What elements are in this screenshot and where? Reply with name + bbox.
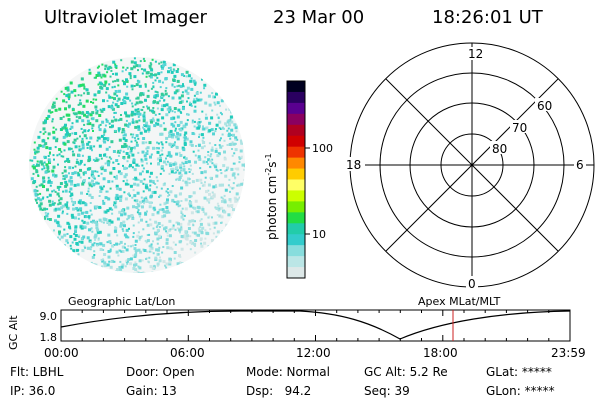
mlt-18-label: 18 bbox=[346, 158, 361, 172]
timeline-panel: Geographic Lat/Lon Apex MLat/MLT 9.0 1.8… bbox=[7, 295, 571, 350]
ip-status: IP: 36.0 bbox=[10, 384, 56, 398]
colorbar-strip bbox=[287, 212, 305, 224]
time-tick-1800: 18:00 bbox=[423, 346, 458, 360]
colorbar-strip bbox=[287, 245, 305, 257]
colorbar-strip bbox=[287, 124, 305, 137]
colorbar-strip bbox=[287, 223, 305, 235]
time-tick-2359: 23:59 bbox=[551, 346, 586, 360]
colorbar-strip bbox=[287, 157, 305, 170]
colorbar-strip bbox=[287, 267, 305, 279]
date-label: 23 Mar 00 bbox=[273, 7, 365, 28]
colorbar-strip bbox=[287, 190, 305, 202]
timeline-y-top: 9.0 bbox=[40, 310, 58, 323]
polar-labels: 12 18 6 0 60 70 80 bbox=[345, 47, 586, 291]
colorbar-strip bbox=[287, 102, 305, 115]
svg-text:photon cm-2s-1: photon cm-2s-1 bbox=[264, 153, 279, 240]
mlat-70-label: 70 bbox=[512, 121, 527, 135]
time-tick-1200: 12:00 bbox=[296, 346, 331, 360]
mlat-80-label: 80 bbox=[492, 142, 507, 156]
colorbar-strip bbox=[287, 234, 305, 246]
mode-status: Mode: Normal bbox=[246, 365, 330, 379]
polar-grid bbox=[349, 42, 595, 288]
colorbar-strip bbox=[287, 256, 305, 268]
time-tick-0600: 06:00 bbox=[170, 346, 205, 360]
time-tick-0000: 00:00 bbox=[44, 346, 79, 360]
gain-status: Gain: 13 bbox=[126, 384, 177, 398]
auroral-image bbox=[29, 57, 245, 273]
glat-status: GLat: ***** bbox=[486, 365, 552, 379]
timeline-right-title: Apex MLat/MLT bbox=[418, 295, 501, 308]
colorbar-strip bbox=[287, 179, 305, 191]
timeline-y-bottom: 1.8 bbox=[40, 331, 58, 344]
colorbar-strip bbox=[287, 201, 305, 213]
door-status: Door: Open bbox=[126, 365, 195, 379]
colorbar-strip bbox=[287, 91, 305, 104]
colorbar-strip bbox=[287, 146, 305, 159]
mlt-6-label: 6 bbox=[576, 158, 584, 172]
dsp-status: Dsp: 94.2 bbox=[246, 384, 312, 398]
mlt-0-label: 0 bbox=[468, 277, 476, 291]
glon-status: GLon: ***** bbox=[486, 384, 555, 398]
filter-status: Flt: LBHL bbox=[10, 365, 64, 379]
mlat-60-label: 60 bbox=[537, 99, 552, 113]
timeline-axis-title: GC Alt bbox=[7, 315, 20, 350]
time-label: 18:26:01 UT bbox=[432, 7, 543, 28]
gc-alt-status: GC Alt: 5.2 Re bbox=[364, 365, 448, 379]
colorbar-strip bbox=[287, 113, 305, 126]
colorbar-tick-100: 100 bbox=[312, 142, 333, 155]
colorbar-tick-10: 10 bbox=[312, 228, 326, 241]
colorbar-unit-label: photon cm-2s-1 bbox=[264, 153, 279, 240]
instrument-title: Ultraviolet Imager bbox=[44, 7, 207, 28]
colorbar-strip bbox=[287, 135, 305, 148]
colorbar: 100 10 photon cm-2s-1 bbox=[264, 80, 333, 279]
seq-status: Seq: 39 bbox=[364, 384, 410, 398]
mlt-12-label: 12 bbox=[468, 47, 483, 61]
colorbar-strip bbox=[287, 168, 305, 180]
timeline-left-title: Geographic Lat/Lon bbox=[68, 295, 175, 308]
colorbar-strip bbox=[287, 81, 305, 93]
